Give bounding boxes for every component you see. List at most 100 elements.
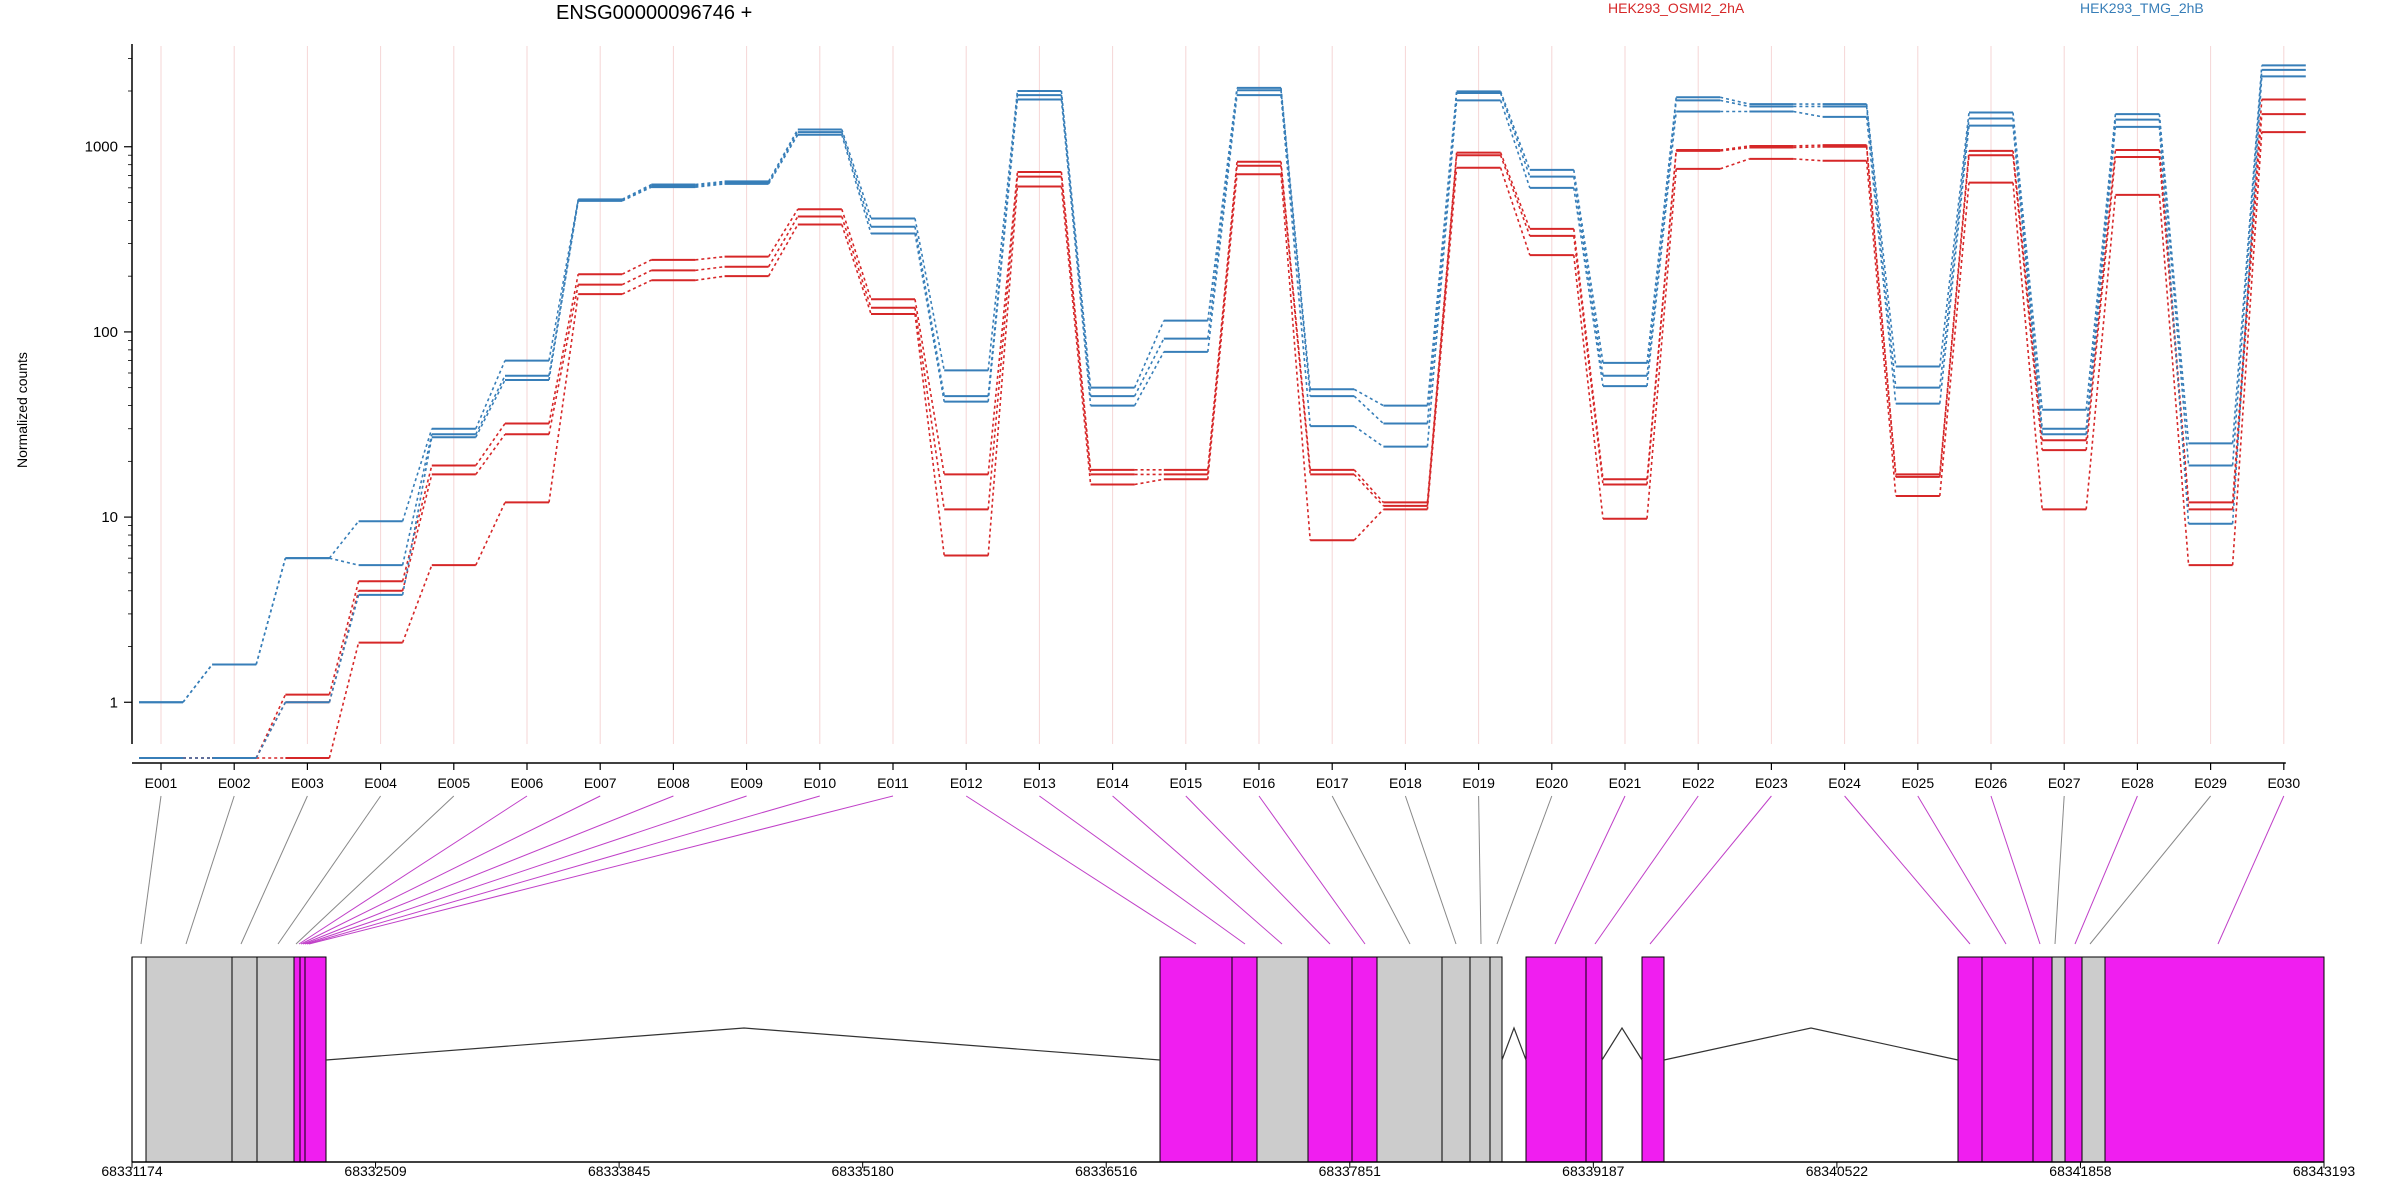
series-3 (139, 131, 2306, 759)
exon-block (1585, 956, 1603, 1163)
data-connector (182, 663, 213, 703)
exon-connector-line (1258, 795, 1366, 945)
data-connector (1426, 100, 1458, 447)
x-tick-label: E006 (511, 775, 544, 791)
data-connector (1499, 154, 1531, 237)
data-connector (1646, 100, 1677, 376)
data-connector (1133, 338, 1165, 397)
data-connector (1793, 145, 1823, 149)
x-tick-label: E012 (950, 775, 983, 791)
data-connector (2012, 150, 2043, 441)
data-connector (329, 557, 359, 566)
data-connector (2158, 119, 2190, 466)
data-connector (401, 434, 433, 566)
data-connector (2085, 156, 2117, 451)
exon-connector-line (2089, 795, 2211, 945)
exon-connector-line (308, 795, 894, 945)
data-connector (401, 474, 433, 591)
data-connector (1865, 146, 1897, 477)
data-connector (1499, 100, 1531, 189)
x-tick-label: E013 (1023, 775, 1056, 791)
data-connector (2231, 76, 2263, 524)
data-connector (2231, 69, 2263, 466)
data-connector (914, 307, 945, 510)
x-tick-label: E023 (1755, 775, 1788, 791)
data-connector (328, 581, 360, 695)
data-connector (914, 233, 945, 402)
data-connector (1280, 165, 1311, 475)
data-connector (1719, 158, 1750, 170)
exon-block (299, 956, 306, 1163)
exon-connector-line (140, 795, 162, 945)
exon-connector-line (295, 795, 455, 945)
data-connector (548, 274, 579, 424)
exon-connector-line (277, 795, 382, 945)
coordinate-label: 68341858 (2049, 1163, 2112, 1179)
data-connector (1060, 186, 1092, 485)
data-connector (2158, 126, 2190, 524)
coordinate-label: 68333845 (588, 1163, 651, 1179)
exon-connector-line (1649, 795, 1772, 945)
x-tick-label: E021 (1609, 775, 1642, 791)
data-connector (841, 134, 872, 234)
y-tick-label: 100 (93, 324, 118, 341)
x-tick-label: E008 (657, 775, 690, 791)
exon-block (2032, 956, 2053, 1163)
data-connector (1426, 91, 1458, 406)
data-connector (1353, 469, 1384, 503)
x-tick-label: E015 (1169, 775, 1202, 791)
data-connector (1133, 351, 1165, 406)
exon-connector-line (185, 795, 235, 945)
y-tick-label: 1000 (85, 139, 118, 156)
exon-block (1957, 956, 1983, 1163)
x-tick-label: E022 (1682, 775, 1715, 791)
data-connector (1499, 92, 1531, 177)
data-connector (2085, 149, 2117, 441)
data-connector (1720, 96, 1750, 105)
data-connector (841, 208, 872, 300)
exon-block (1981, 956, 2034, 1163)
data-connector (328, 590, 360, 703)
exon-connector-line (2074, 795, 2138, 945)
data-connector (987, 176, 1019, 510)
x-tick-label: E029 (2194, 775, 2227, 791)
data-connector (695, 275, 725, 282)
legend-entry-tmg: HEK293_TMG_2hB (2080, 0, 2204, 16)
x-tick-label: E028 (2121, 775, 2154, 791)
data-connector (1646, 111, 1677, 387)
exon-block (1525, 956, 1587, 1163)
data-connector (401, 564, 433, 643)
data-connector (475, 379, 506, 438)
data-connector (1865, 160, 1897, 497)
data-connector (987, 171, 1019, 475)
data-connector (1573, 228, 1604, 480)
data-connector (767, 129, 799, 182)
data-connector (548, 284, 579, 435)
data-connector (1207, 95, 1238, 352)
data-connector (1353, 395, 1384, 425)
exon-connector-line (302, 795, 674, 945)
coordinate-label: 68337851 (1319, 1163, 1382, 1179)
data-connector (1499, 167, 1531, 256)
series-4 (139, 64, 2306, 704)
exon-connector-line (1594, 795, 1699, 945)
data-connector (2085, 126, 2117, 435)
exon-connector-line (1331, 795, 1411, 945)
data-connector (2085, 194, 2117, 510)
data-connector (401, 437, 433, 596)
intron-line (1601, 1026, 1643, 1061)
data-connector (1499, 91, 1531, 171)
exon-block (2064, 956, 2083, 1163)
x-tick-label: E004 (364, 775, 397, 791)
exon-connector-line (1478, 795, 1482, 945)
exon-block (2104, 956, 2325, 1163)
exon-block (1231, 956, 1258, 1163)
exon-connector-line (1990, 795, 2041, 945)
data-connector (1939, 112, 1970, 367)
data-connector (914, 218, 945, 371)
x-tick-label: E003 (291, 775, 324, 791)
data-connector (1720, 146, 1750, 152)
data-connector (621, 269, 652, 286)
data-connector (255, 701, 287, 759)
data-connector (328, 642, 360, 759)
